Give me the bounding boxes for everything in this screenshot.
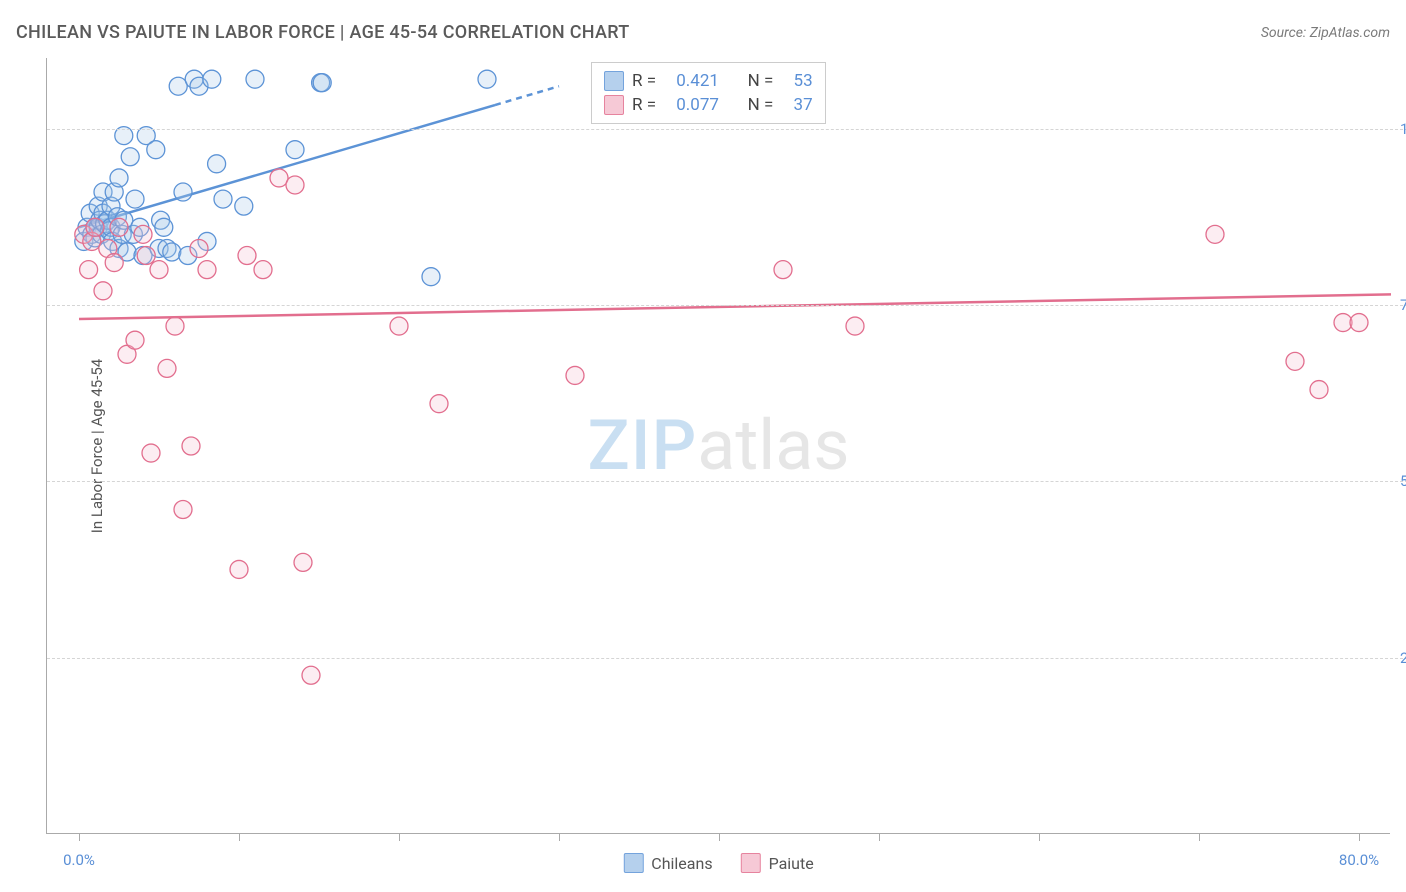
data-point [286,141,304,159]
data-point [238,247,256,265]
data-point [174,183,192,201]
xtick [719,833,720,841]
ytick-label: 75.0% [1400,296,1406,314]
data-point [390,317,408,335]
series-name: Paiute [769,854,814,873]
legend-row: R = 0.421 N = 53 [604,69,813,93]
trendline-chileans [79,105,495,227]
xtick [79,833,80,841]
data-point [94,282,112,300]
legend-n-value: 53 [794,71,813,91]
data-point [190,239,208,257]
series-legend-item: Paiute [741,853,814,873]
gridline [47,129,1406,130]
data-point [142,444,160,462]
data-point [121,148,139,166]
xtick [399,833,400,841]
ytick-label: 100.0% [1400,120,1406,138]
data-point [774,261,792,279]
data-point [1310,381,1328,399]
trendline-chileans-dashed [495,86,559,105]
stats-legend: R = 0.421 N = 53R = 0.077 N = 37 [591,62,826,124]
xtick [879,833,880,841]
data-point [270,169,288,187]
legend-n-label: N = [748,95,774,115]
data-point [1350,314,1368,332]
chart-title: CHILEAN VS PAIUTE IN LABOR FORCE | AGE 4… [16,22,630,43]
legend-r-value: 0.077 [676,95,719,115]
plot-area: ZIPatlas R = 0.421 N = 53R = 0.077 N = 3… [46,58,1390,834]
legend-swatch [604,71,624,91]
legend-swatch [741,853,761,873]
data-point [246,70,264,88]
xtick [559,833,560,841]
legend-row: R = 0.077 N = 37 [604,93,813,117]
data-point [126,331,144,349]
data-point [80,261,98,279]
data-point [110,218,128,236]
data-point [214,190,232,208]
ytick-label: 25.0% [1400,649,1406,667]
ytick-label: 50.0% [1400,472,1406,490]
xtick [1199,833,1200,841]
xtick-label: 0.0% [63,851,95,869]
data-point [155,218,173,236]
data-point [163,243,181,261]
data-point [208,155,226,173]
series-legend-item: Chileans [623,853,712,873]
xtick [239,833,240,841]
data-point [846,317,864,335]
xtick [1359,833,1360,841]
data-point [1206,225,1224,243]
data-point [230,560,248,578]
xtick-label: 80.0% [1339,851,1379,869]
series-legend: Chileans Paiute [623,853,813,873]
gridline [47,481,1406,482]
data-point [478,70,496,88]
legend-swatch [623,853,643,873]
gridline [47,305,1406,306]
legend-r-label: R = [632,71,656,91]
xtick [1039,833,1040,841]
data-point [110,169,128,187]
data-point [294,553,312,571]
data-point [126,190,144,208]
data-point [86,218,104,236]
data-point [147,141,165,159]
data-point [313,74,331,92]
data-point [566,366,584,384]
data-point [182,437,200,455]
data-point [137,247,155,265]
data-point [169,77,187,95]
data-point [174,500,192,518]
data-point [166,317,184,335]
data-point [198,261,216,279]
trendline-paiute [79,294,1391,319]
data-point [254,261,272,279]
data-point [150,261,168,279]
data-point [158,359,176,377]
data-point [286,176,304,194]
data-point [1286,352,1304,370]
legend-r-value: 0.421 [676,71,719,91]
legend-swatch [604,95,624,115]
data-point [134,225,152,243]
data-point [430,395,448,413]
data-point [203,70,221,88]
data-point [302,666,320,684]
chart-source: Source: ZipAtlas.com [1261,25,1390,41]
legend-n-label: N = [748,71,774,91]
series-name: Chileans [651,854,712,873]
legend-r-label: R = [632,95,656,115]
data-point [1334,314,1352,332]
data-point [105,254,123,272]
data-point [422,268,440,286]
data-point [235,197,253,215]
gridline [47,658,1406,659]
legend-n-value: 37 [794,95,813,115]
